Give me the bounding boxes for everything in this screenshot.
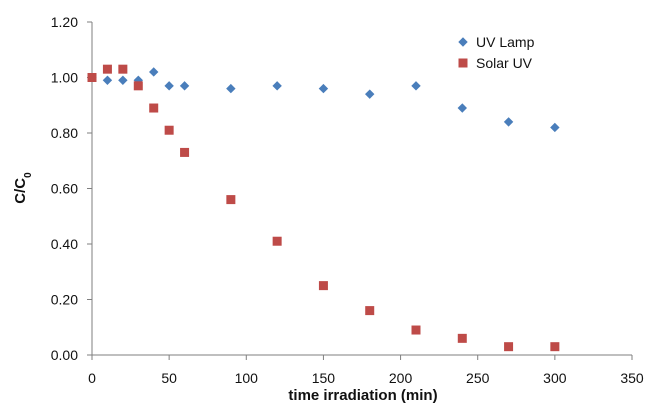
x-tick-label: 350 (620, 370, 644, 386)
x-tick-label: 300 (543, 370, 567, 386)
data-point-solar-uv (133, 81, 143, 91)
y-axis-title-subscript: 0 (23, 172, 34, 178)
data-point-solar-uv (550, 342, 560, 352)
data-point-solar-uv (164, 125, 174, 135)
data-point-solar-uv (504, 342, 514, 352)
data-point-solar-uv (102, 64, 112, 74)
data-point-solar-uv (272, 236, 282, 246)
series-solar-uv (87, 64, 560, 352)
data-point-solar-uv (365, 306, 375, 316)
data-point-uv-lamp (457, 103, 467, 113)
legend-marker-uv-lamp (458, 37, 468, 47)
y-axis-title-main: C/C (12, 178, 29, 204)
x-axis-title: time irradiation (min) (288, 387, 437, 404)
legend: UV Lamp Solar UV (458, 34, 535, 71)
data-point-uv-lamp (503, 117, 514, 127)
data-point-solar-uv (457, 333, 467, 343)
legend-label-solar-uv: Solar UV (476, 55, 533, 71)
x-tick-label: 250 (466, 370, 490, 386)
data-point-solar-uv (149, 103, 159, 113)
legend-marker-solar-uv (458, 58, 468, 68)
data-point-uv-lamp (179, 81, 190, 91)
data-point-uv-lamp (411, 81, 421, 91)
data-point-solar-uv (87, 73, 97, 82)
data-point-uv-lamp (550, 122, 560, 133)
data-point-solar-uv (118, 64, 128, 74)
x-tick-label: 50 (161, 370, 177, 386)
data-point-uv-lamp (318, 83, 329, 94)
y-tick-label: 0.20 (51, 292, 78, 308)
x-tick-label: 200 (389, 370, 413, 386)
x-tick-label: 0 (88, 370, 96, 386)
y-tick-label: 0.00 (51, 347, 78, 363)
y-axis-title: C/C0 (12, 172, 34, 204)
data-point-uv-lamp (164, 81, 174, 91)
data-point-uv-lamp (365, 89, 375, 99)
y-tick-label: 0.80 (51, 125, 78, 141)
data-point-uv-lamp (149, 67, 159, 77)
data-point-solar-uv (180, 147, 190, 157)
legend-label-uv-lamp: UV Lamp (476, 34, 535, 50)
x-tick-label: 150 (312, 370, 336, 386)
y-tick-label: 0.60 (51, 181, 78, 197)
data-point-uv-lamp (118, 75, 128, 85)
data-point-solar-uv (226, 195, 236, 205)
data-point-solar-uv (318, 281, 328, 291)
data-point-uv-lamp (226, 83, 236, 94)
data-point-uv-lamp (272, 81, 282, 91)
data-point-solar-uv (411, 325, 421, 335)
x-axis: 0 50 100 150 200 250 300 350 (88, 354, 644, 386)
y-tick-label: 1.00 (51, 70, 78, 86)
y-tick-label: 0.40 (51, 236, 78, 252)
data-point-uv-lamp (102, 75, 113, 85)
series-layer (87, 64, 560, 352)
y-axis: 0.00 0.20 0.40 0.60 0.80 1.00 1.20 (51, 14, 93, 363)
y-tick-label: 1.20 (51, 14, 78, 30)
x-tick-label: 100 (235, 370, 259, 386)
